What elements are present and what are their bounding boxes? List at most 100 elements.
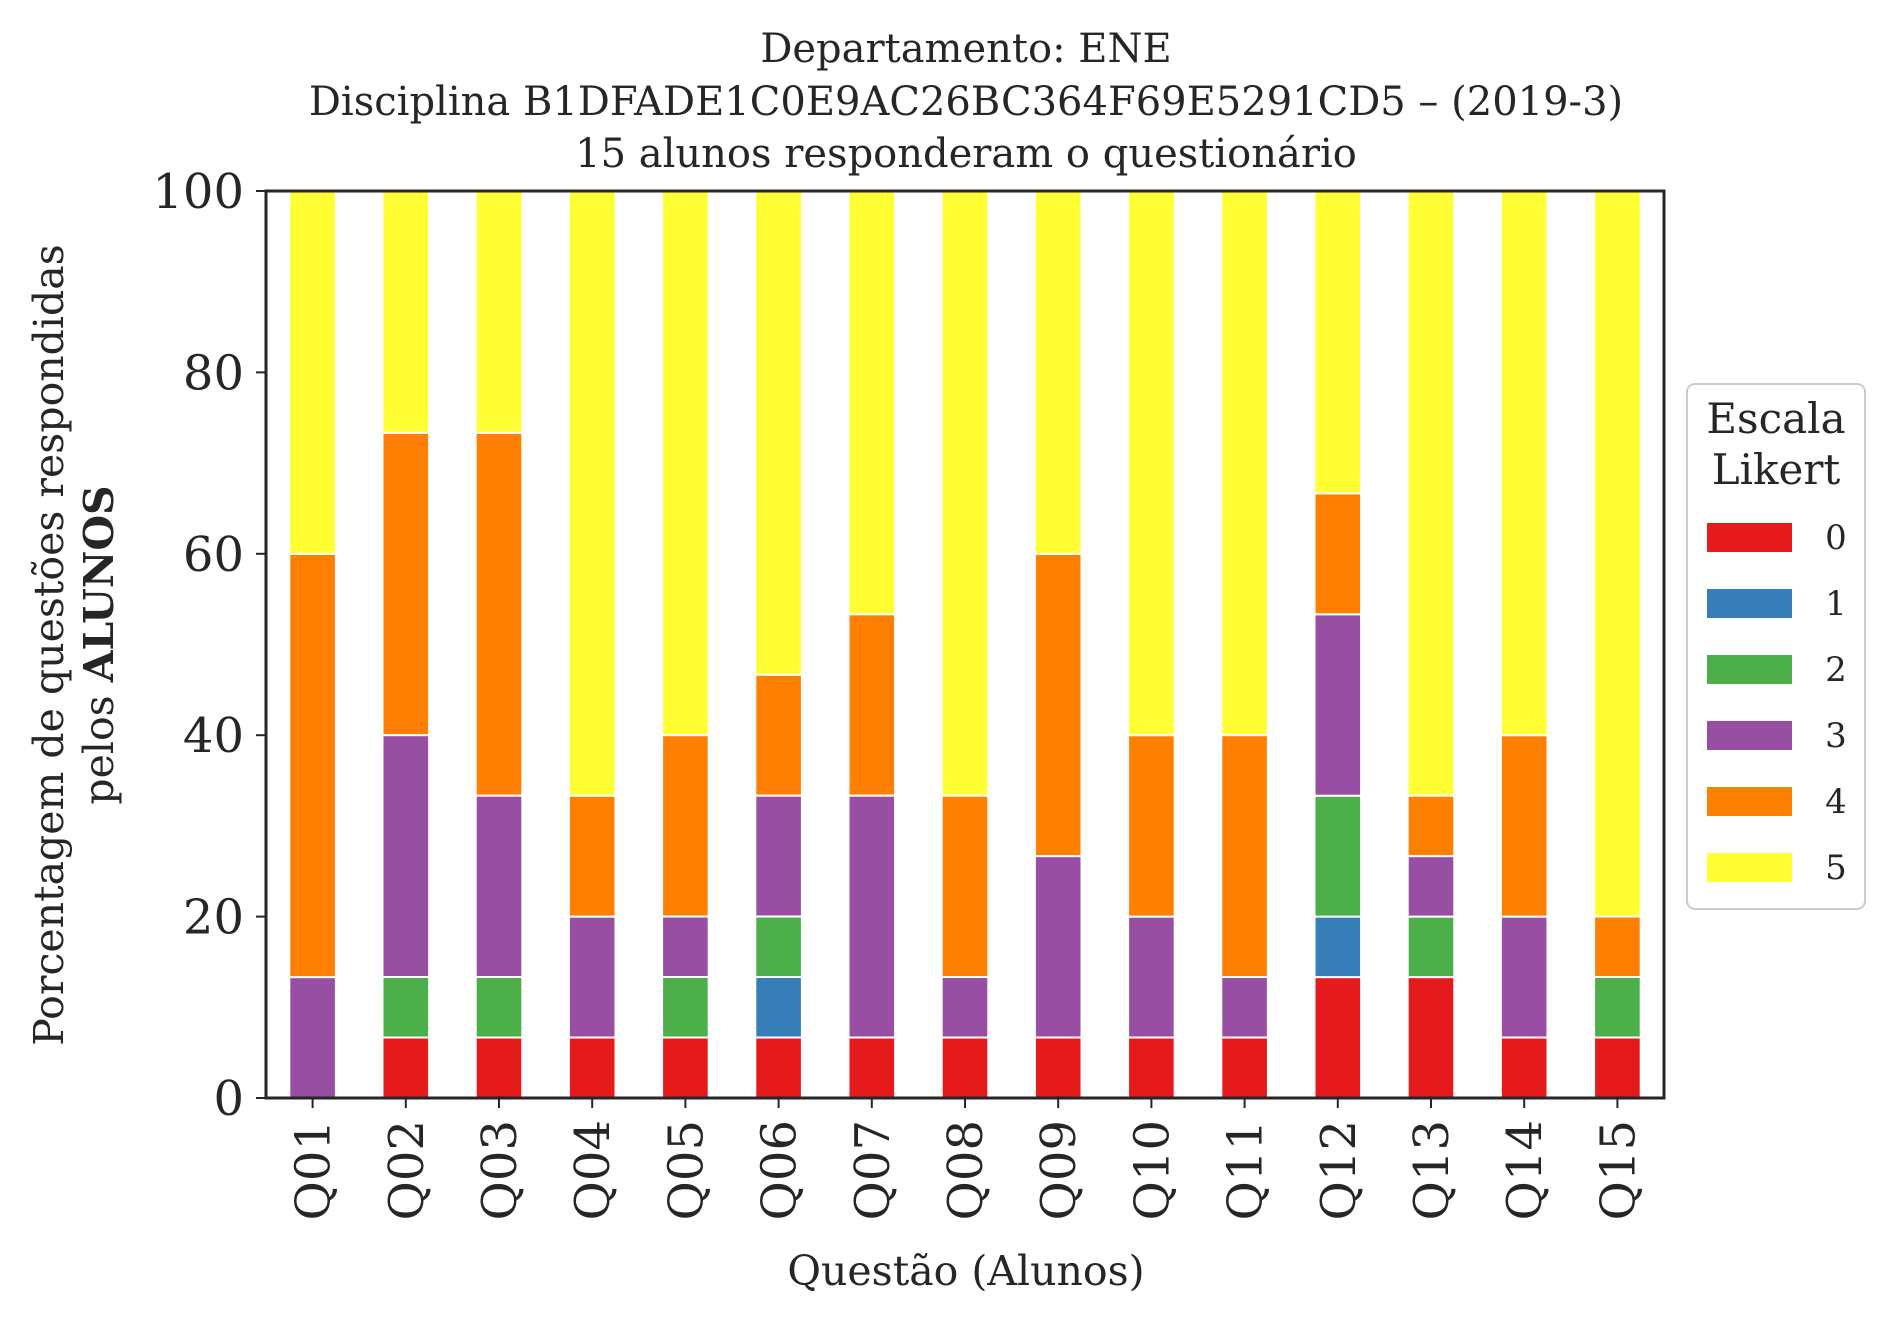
x-tick-label-q10: Q10 <box>1124 1120 1180 1220</box>
bar-q07-level-4 <box>847 613 897 797</box>
bar-q11-level-5 <box>1220 189 1269 737</box>
x-tick-label-q07: Q07 <box>845 1120 901 1220</box>
bar-q03-level-4 <box>474 431 524 797</box>
bar-q13-level-2 <box>1406 915 1456 979</box>
x-tick-label-q11: Q11 <box>1218 1120 1274 1220</box>
bar-q07-level-0 <box>847 1036 897 1099</box>
legend-swatch-2 <box>1707 655 1792 684</box>
bar-q02-level-2 <box>381 976 431 1039</box>
bar-q07-level-5 <box>847 189 897 616</box>
legend-label-4: 4 <box>1825 782 1847 822</box>
x-axis-label: Questão (Alunos) <box>787 1247 1144 1295</box>
x-tick-label-q09: Q09 <box>1031 1120 1087 1220</box>
legend-label-5: 5 <box>1825 848 1847 888</box>
y-axis-label-line-1: Porcentagem de questões respondidas <box>25 244 73 1046</box>
bar-q14-level-0 <box>1499 1036 1549 1099</box>
bar-q15-level-4 <box>1593 915 1642 979</box>
title-line-2: Disciplina B1DFADE1C0E9AC26BC364F69E5291… <box>309 79 1623 125</box>
bar-q02-level-0 <box>381 1036 431 1099</box>
y-axis-label-line-2: pelos ALUNOS <box>75 485 123 804</box>
bar-q11-level-0 <box>1220 1036 1269 1099</box>
bar-q03-level-0 <box>474 1036 524 1099</box>
legend-swatch-3 <box>1707 721 1792 750</box>
bar-q14-level-5 <box>1499 190 1549 737</box>
legend-swatch-4 <box>1707 787 1792 816</box>
bar-q10-level-5 <box>1127 190 1176 737</box>
legend-swatch-5 <box>1707 853 1792 882</box>
y-tick-label-40: 40 <box>183 708 244 764</box>
bar-q05-level-2 <box>661 976 710 1039</box>
bar-q09-level-3 <box>1033 855 1083 1039</box>
bar-q12-level-0 <box>1313 976 1363 1099</box>
x-tick-label-q03: Q03 <box>472 1120 528 1220</box>
bar-q07-level-3 <box>847 794 897 1039</box>
bar-q06-level-0 <box>754 1036 803 1099</box>
x-tick-label-q06: Q06 <box>752 1120 808 1220</box>
y-axis-label-prefix: pelos <box>75 682 123 804</box>
bar-q06-level-4 <box>754 673 803 797</box>
x-tick-label-q15: Q15 <box>1590 1120 1646 1220</box>
bar-q05-level-5 <box>661 189 710 737</box>
y-axis-label-bold: ALUNOS <box>75 485 123 683</box>
bar-q08-level-5 <box>940 189 990 797</box>
bar-q01-level-3 <box>288 976 337 1099</box>
legend-label-3: 3 <box>1825 716 1847 756</box>
bar-q09-level-0 <box>1033 1036 1083 1099</box>
bar-q10-level-3 <box>1127 915 1176 1039</box>
bar-q10-level-0 <box>1127 1036 1176 1099</box>
bar-q02-level-5 <box>381 189 431 434</box>
legend-entries: 0 1 2 3 4 5 <box>1707 518 1847 888</box>
x-axis-ticks: Q01 Q02 Q03 Q04 Q05 Q06 Q07 Q08 Q09 Q10 Q11 Q12 Q13 Q… <box>286 1098 1646 1220</box>
x-tick-label-q14: Q14 <box>1497 1120 1553 1220</box>
bar-q02-level-4 <box>381 431 431 737</box>
legend: Escala Likert 0 1 2 3 4 5 <box>1686 383 1866 910</box>
bar-q06-level-2 <box>754 915 803 979</box>
bar-q11-level-4 <box>1220 734 1269 979</box>
bar-q14-level-3 <box>1499 915 1549 1039</box>
legend-label-1: 1 <box>1825 584 1847 624</box>
bar-q10-level-4 <box>1127 734 1176 918</box>
bar-q05-level-3 <box>661 915 710 979</box>
legend-title-line-2: Likert <box>1712 445 1841 494</box>
bar-q08-level-4 <box>940 794 990 979</box>
bar-q09-level-4 <box>1033 552 1083 858</box>
legend-swatch-1 <box>1707 589 1792 618</box>
bar-q13-level-3 <box>1406 855 1456 918</box>
title-line-1: Departamento: ENE <box>760 26 1171 72</box>
legend-label-0: 0 <box>1825 518 1847 558</box>
bar-q01-level-4 <box>288 552 337 979</box>
bar-q12-level-4 <box>1313 492 1363 616</box>
bar-q15-level-5 <box>1593 189 1642 918</box>
bar-q03-level-5 <box>474 189 524 434</box>
y-tick-label-100: 100 <box>152 164 244 220</box>
legend-title-line-1: Escala <box>1706 394 1845 443</box>
x-tick-label-q04: Q04 <box>565 1120 621 1220</box>
chart-title: Departamento: ENE Disciplina B1DFADE1C0E… <box>309 26 1623 177</box>
x-tick-label-q08: Q08 <box>938 1120 994 1220</box>
y-axis-label: Porcentagem de questões respondidas pelo… <box>25 244 123 1046</box>
y-tick-label-20: 20 <box>183 890 244 946</box>
legend-frame <box>1686 383 1866 910</box>
y-axis-ticks: 0 20 40 60 80 100 <box>152 164 266 1127</box>
x-tick-label-q02: Q02 <box>379 1120 435 1220</box>
y-tick-label-0: 0 <box>213 1071 244 1127</box>
bar-q14-level-4 <box>1499 734 1549 918</box>
bar-q03-level-3 <box>474 794 524 979</box>
bar-q15-level-2 <box>1593 976 1642 1039</box>
bar-q11-level-3 <box>1220 976 1269 1039</box>
bar-q01-level-5 <box>288 190 337 555</box>
bar-q05-level-0 <box>661 1036 710 1099</box>
legend-label-2: 2 <box>1825 650 1847 690</box>
bar-q13-level-0 <box>1406 976 1456 1099</box>
bar-q04-level-0 <box>567 1036 617 1099</box>
x-tick-label-q01: Q01 <box>286 1120 342 1220</box>
legend-swatch-0 <box>1707 523 1792 552</box>
bar-q02-level-3 <box>381 734 431 979</box>
y-tick-label-60: 60 <box>183 527 244 583</box>
bar-q04-level-4 <box>567 794 617 918</box>
x-tick-label-q05: Q05 <box>658 1120 714 1220</box>
bar-q12-level-5 <box>1313 190 1363 495</box>
bar-q06-level-5 <box>754 190 803 676</box>
